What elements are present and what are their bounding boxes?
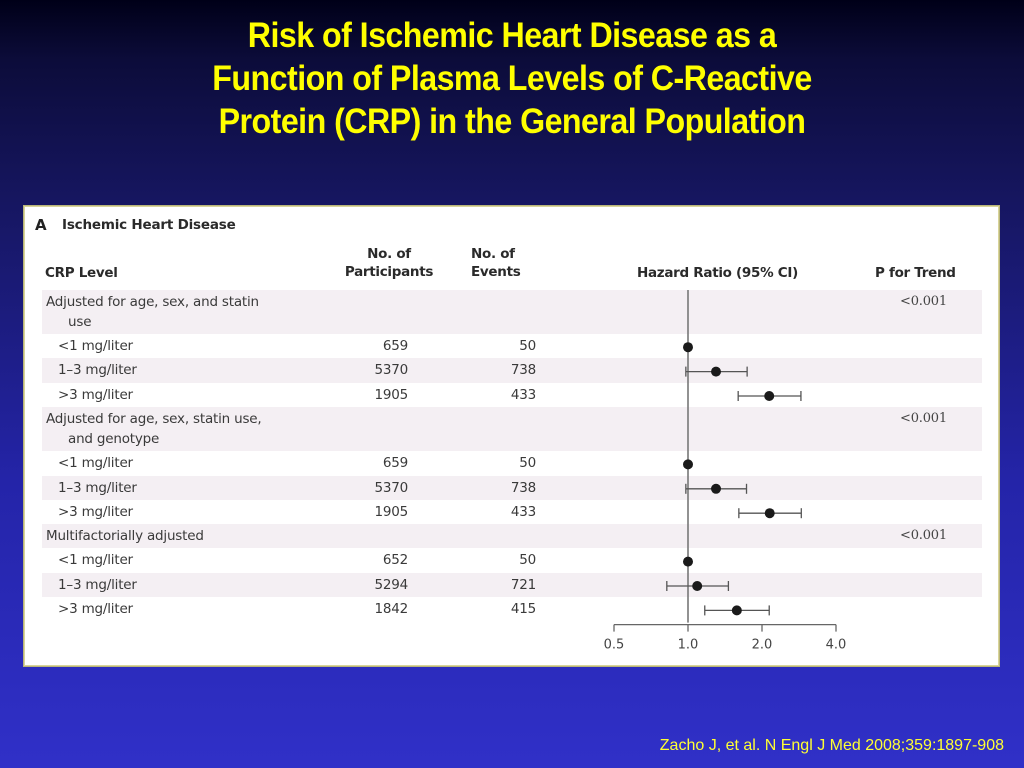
p-for-trend-value: <0.001	[900, 294, 947, 309]
events-count: 721	[510, 576, 536, 593]
group-label-line-2: and genotype	[68, 431, 160, 448]
participants-count: 1842	[374, 601, 408, 618]
x-tick-label: 1.0	[678, 638, 699, 653]
crp-level-label: >3 mg/liter	[58, 386, 133, 403]
header-participants-line-1: No. of	[367, 246, 411, 262]
participants-count: 1905	[374, 386, 408, 403]
events-count: 738	[510, 479, 536, 496]
table-row: >3 mg/liter 1905 433	[42, 383, 982, 407]
x-tick-label: 0.5	[604, 638, 625, 653]
group-header-row: Multifactorially adjusted <0.001	[42, 524, 982, 549]
forest-plot-figure: A Ischemic Heart Disease CRP Level No. o…	[24, 206, 999, 666]
events-count: 433	[510, 386, 536, 403]
table-row: 1–3 mg/liter 5370 738	[42, 358, 982, 383]
table-row: 1–3 mg/liter 5370 738	[42, 475, 982, 500]
panel-label: A	[35, 216, 47, 234]
participants-count: 659	[382, 338, 408, 354]
x-tick-label: 2.0	[752, 638, 773, 653]
panel-title: Ischemic Heart Disease	[62, 217, 236, 233]
header-hazard-ratio: Hazard Ratio (95% CI)	[637, 265, 798, 281]
group-label-line-1: Adjusted for age, sex, statin use,	[46, 411, 262, 428]
crp-level-label: 1–3 mg/liter	[58, 362, 137, 379]
group-header-row: Adjusted for age, sex, statin use, and ge…	[42, 407, 982, 452]
group-label-line-1: Adjusted for age, sex, and statin	[46, 294, 259, 310]
participants-count: 5370	[374, 479, 408, 496]
crp-level-label: <1 mg/liter	[58, 338, 133, 354]
header-events-line-2: Events	[471, 264, 521, 280]
x-tick-label: 4.0	[826, 638, 847, 653]
events-count: 50	[519, 552, 536, 569]
table-row: <1 mg/liter 659 50	[42, 334, 982, 358]
group-label: Adjusted for age, sex, statin use, and ge…	[46, 409, 262, 449]
events-count: 738	[510, 362, 536, 379]
group-label: Adjusted for age, sex, and statin use	[46, 292, 259, 332]
group-label: Multifactorially adjusted	[46, 526, 204, 546]
header-events: No. of Events	[471, 245, 527, 281]
table-row: <1 mg/liter 659 50	[42, 451, 982, 475]
slide-title-line-2: Function of Plasma Levels of C-Reactive	[212, 59, 812, 98]
crp-level-label: <1 mg/liter	[58, 455, 133, 472]
header-participants: No. of Participants	[341, 245, 437, 281]
p-for-trend-value: <0.001	[900, 411, 947, 427]
slide-title: Risk of Ischemic Heart Disease as a Func…	[41, 14, 983, 143]
participants-count: 5370	[374, 362, 408, 379]
header-p-for-trend: P for Trend	[875, 265, 956, 281]
participants-count: 5294	[374, 576, 408, 593]
events-count: 50	[519, 338, 536, 354]
crp-level-label: <1 mg/liter	[58, 552, 133, 569]
events-count: 50	[519, 455, 536, 472]
slide-title-line-1: Risk of Ischemic Heart Disease as a	[247, 16, 777, 55]
table-row: >3 mg/liter 1842 415	[42, 597, 982, 621]
p-for-trend-value: <0.001	[900, 528, 947, 544]
participants-count: 659	[382, 455, 408, 472]
events-count: 415	[510, 601, 536, 618]
slide-title-line-3: Protein (CRP) in the General Population	[218, 102, 806, 141]
group-label-line-1: Multifactorially adjusted	[46, 528, 204, 545]
header-crp-level: CRP Level	[45, 265, 118, 281]
table-row: >3 mg/liter 1905 433	[42, 500, 982, 524]
citation: Zacho J, et al. N Engl J Med 2008;359:18…	[659, 737, 1004, 754]
participants-count: 652	[382, 552, 408, 569]
crp-level-label: >3 mg/liter	[58, 504, 133, 520]
group-header-row: Adjusted for age, sex, and statin use <0.0…	[42, 290, 982, 334]
participants-count: 1905	[374, 504, 408, 520]
crp-level-label: 1–3 mg/liter	[58, 576, 137, 593]
crp-level-label: >3 mg/liter	[58, 601, 133, 618]
events-count: 433	[510, 504, 536, 520]
crp-level-label: 1–3 mg/liter	[58, 479, 137, 496]
table-row: 1–3 mg/liter 5294 721	[42, 572, 982, 598]
header-participants-line-2: Participants	[344, 264, 434, 280]
group-label-line-2: use	[68, 314, 92, 330]
table-row: <1 mg/liter 652 50	[42, 548, 982, 572]
header-events-line-1: No. of	[471, 246, 515, 262]
